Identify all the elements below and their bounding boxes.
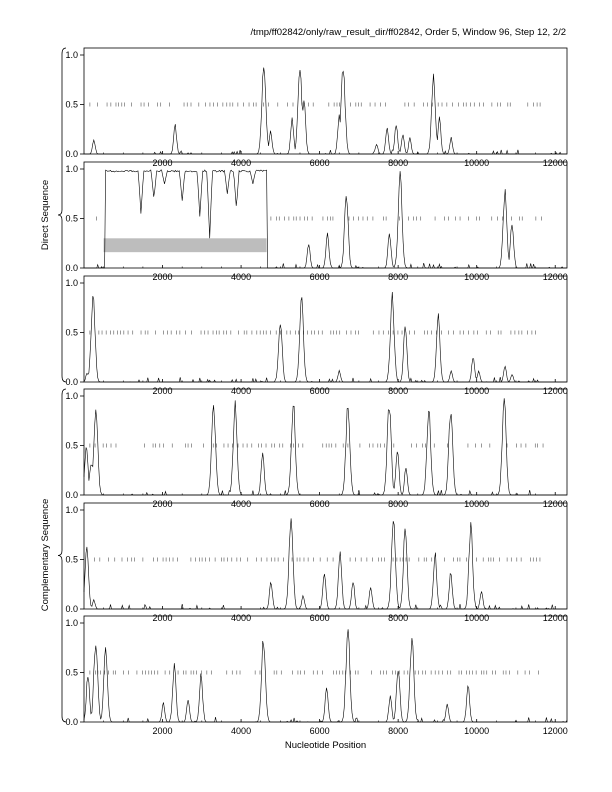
x-tick-label: 4000 <box>231 272 251 282</box>
x-tick-label: 8000 <box>388 613 408 623</box>
x-tick-label: 6000 <box>310 613 330 623</box>
x-tick-label: 4000 <box>231 499 251 509</box>
plot-frame <box>83 275 568 383</box>
x-tick-label: 12000 <box>543 726 568 736</box>
x-tick-label: 6000 <box>310 386 330 396</box>
x-tick-label: 2000 <box>153 613 173 623</box>
x-tick-label: 6000 <box>310 726 330 736</box>
x-tick-label: 8000 <box>388 726 408 736</box>
x-tick-label: 6000 <box>310 158 330 168</box>
x-tick-label: 12000 <box>543 499 568 509</box>
x-tick-label: 6000 <box>310 499 330 509</box>
y-tick-label: 0.0 <box>65 604 78 614</box>
y-tick-label: 0.5 <box>65 328 78 338</box>
plot-frame <box>83 47 568 155</box>
plot-frame <box>83 388 568 496</box>
x-tick-label: 2000 <box>153 158 173 168</box>
x-tick-label: 12000 <box>543 386 568 396</box>
plot-frame <box>83 615 568 723</box>
y-tick-label: 1.0 <box>65 164 78 174</box>
x-tick-label: 8000 <box>388 158 408 168</box>
x-tick-label: 12000 <box>543 613 568 623</box>
y-tick-label: 0.5 <box>65 668 78 678</box>
y-tick-label: 1.0 <box>65 50 78 60</box>
y-tick-label: 0.5 <box>65 441 78 451</box>
x-tick-label: 10000 <box>464 499 489 509</box>
group-brackets <box>57 47 67 723</box>
x-tick-label: 10000 <box>464 726 489 736</box>
complementary-sequence-label: Complementary Sequence <box>40 499 51 611</box>
signal-line <box>83 629 568 723</box>
x-tick-label: 2000 <box>153 386 173 396</box>
chart-panel-1: 0.0 0.5 1.0 2000 4000 6000 8000 10000 12000 <box>65 47 568 168</box>
x-tick-label: 6000 <box>310 272 330 282</box>
chart-title: /tmp/ff02842/only/raw_result_dir/ff02842… <box>251 27 566 38</box>
y-tick-label: 1.0 <box>65 618 78 628</box>
x-tick-label: 10000 <box>464 613 489 623</box>
signal-line <box>84 169 568 269</box>
chart-panel-3: 0.0 0.5 1.0 2000 4000 6000 8000 10000 12000 <box>65 275 568 396</box>
x-tick-label: 10000 <box>464 158 489 168</box>
signal-line <box>83 398 567 496</box>
y-tick-label: 0.0 <box>65 263 78 273</box>
y-tick-label: 0.0 <box>65 377 78 387</box>
x-tick-label: 4000 <box>231 386 251 396</box>
y-tick-label: 0.0 <box>65 149 78 159</box>
x-axis-label: Nucleotide Position <box>285 740 366 751</box>
y-tick-label: 1.0 <box>65 505 78 515</box>
x-tick-label: 10000 <box>464 272 489 282</box>
signal-line <box>83 291 567 383</box>
y-tick-label: 0.0 <box>65 490 78 500</box>
x-tick-label: 12000 <box>543 158 568 168</box>
x-tick-label: 2000 <box>153 499 173 509</box>
x-tick-label: 2000 <box>153 726 173 736</box>
complementary-bracket <box>57 388 67 723</box>
x-tick-label: 8000 <box>388 386 408 396</box>
x-tick-label: 8000 <box>388 272 408 282</box>
y-tick-label: 1.0 <box>65 391 78 401</box>
plot-frame <box>83 502 568 610</box>
y-tick-label: 1.0 <box>65 278 78 288</box>
highlight-region <box>103 238 267 253</box>
y-tick-label: 0.5 <box>65 555 78 565</box>
y-tick-label: 0.5 <box>65 214 78 224</box>
signal-line <box>84 67 567 155</box>
x-tick-label: 12000 <box>543 272 568 282</box>
plot-frame <box>83 161 568 269</box>
chart-panel-4: 0.0 0.5 1.0 2000 4000 6000 8000 10000 12000 <box>65 388 568 509</box>
x-tick-label: 2000 <box>153 272 173 282</box>
chart-panel-5: 0.0 0.5 1.0 2000 4000 6000 8000 10000 12000 <box>65 502 568 623</box>
x-tick-label: 4000 <box>231 726 251 736</box>
x-tick-label: 8000 <box>388 499 408 509</box>
chart-panel-2: 0.0 0.5 1.0 2000 4000 6000 8000 10000 12000 <box>65 161 568 282</box>
x-tick-label: 10000 <box>464 386 489 396</box>
x-tick-label: 4000 <box>231 613 251 623</box>
y-tick-label: 0.0 <box>65 717 78 727</box>
signal-line <box>83 518 567 610</box>
x-tick-label: 4000 <box>231 158 251 168</box>
y-tick-label: 0.5 <box>65 100 78 110</box>
direct-bracket <box>57 47 67 383</box>
chart-panel-6: 0.0 0.5 1.0 2000 4000 6000 8000 10000 12000 <box>65 615 568 736</box>
direct-sequence-label: Direct Sequence <box>40 180 51 250</box>
